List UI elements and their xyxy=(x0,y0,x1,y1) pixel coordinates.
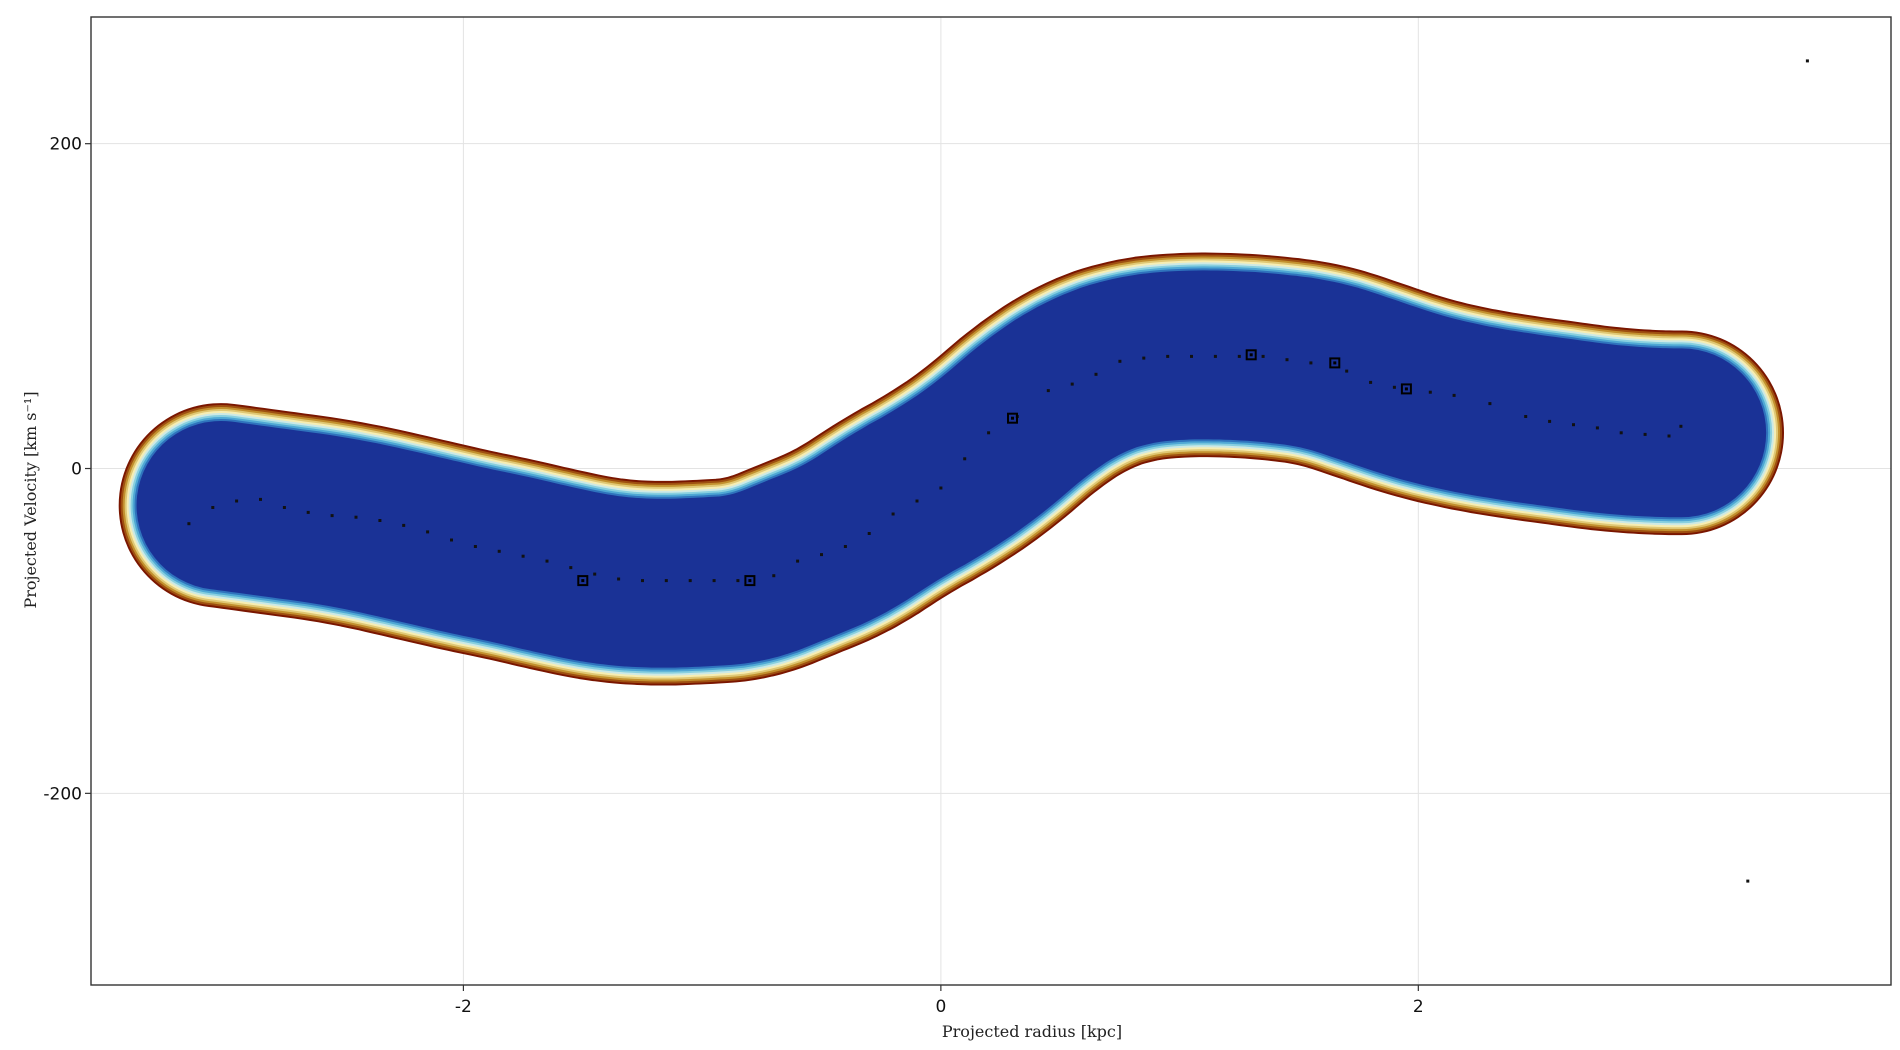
data-point xyxy=(330,514,334,518)
y-tick-label: 200 xyxy=(50,135,82,155)
highlighted-point xyxy=(1329,357,1341,369)
data-point xyxy=(1805,59,1809,63)
data-point xyxy=(796,559,800,563)
highlighted-point-core xyxy=(1404,387,1408,391)
highlighted-point-core xyxy=(748,579,752,583)
highlighted-point xyxy=(1400,383,1412,395)
data-point xyxy=(641,579,644,583)
data-point xyxy=(1309,361,1313,365)
y-tick-label: -200 xyxy=(43,784,82,804)
data-point xyxy=(1679,424,1683,428)
data-point xyxy=(867,532,871,535)
data-point xyxy=(939,486,943,490)
highlighted-point xyxy=(577,575,589,587)
data-point xyxy=(1643,432,1647,436)
data-point xyxy=(593,572,597,576)
data-point xyxy=(1094,372,1098,376)
contour-level-9 xyxy=(136,270,1767,668)
data-point xyxy=(664,579,668,583)
data-point xyxy=(820,553,823,557)
data-point xyxy=(963,457,967,461)
highlighted-point-core xyxy=(1333,361,1337,365)
data-point xyxy=(843,545,847,548)
highlighted-point-core xyxy=(1249,353,1253,357)
data-point xyxy=(521,554,525,558)
data-point xyxy=(378,519,382,522)
data-point xyxy=(891,512,895,516)
data-point xyxy=(688,579,692,583)
data-point xyxy=(1667,434,1671,438)
data-point xyxy=(259,497,262,501)
highlighted-point xyxy=(1245,349,1257,361)
data-point xyxy=(1392,385,1396,389)
data-point xyxy=(1118,359,1122,363)
data-point xyxy=(473,545,477,548)
data-point xyxy=(915,499,919,503)
data-point xyxy=(1166,354,1170,358)
data-point xyxy=(1572,423,1575,427)
data-point xyxy=(497,549,501,553)
data-point xyxy=(772,574,776,578)
data-point xyxy=(736,579,740,583)
data-point xyxy=(1237,354,1241,358)
data-point xyxy=(1285,358,1289,362)
data-point xyxy=(1524,415,1528,418)
data-point xyxy=(712,579,716,583)
data-point xyxy=(1213,354,1217,358)
highlighted-point xyxy=(1007,412,1018,424)
data-point xyxy=(1428,390,1432,394)
data-point xyxy=(306,510,310,514)
y-axis-label: Projected Velocity [km s⁻¹] xyxy=(21,391,40,608)
data-point xyxy=(569,566,573,570)
data-point xyxy=(1046,389,1050,393)
data-point xyxy=(1452,393,1456,397)
y-axis: -200 0 200 xyxy=(43,135,91,804)
data-point xyxy=(1548,419,1552,423)
rotation-curve-points xyxy=(187,59,1809,883)
data-point xyxy=(1369,380,1373,384)
x-tick-label: 0 xyxy=(935,997,946,1017)
data-point xyxy=(545,559,549,563)
x-axis-label: Projected radius [kpc] xyxy=(942,1022,1122,1041)
data-point xyxy=(426,530,430,534)
data-point xyxy=(354,515,358,519)
data-point xyxy=(282,506,286,509)
data-point xyxy=(1142,356,1146,360)
data-point xyxy=(187,522,191,526)
highlighted-point-core xyxy=(1011,416,1014,420)
data-point xyxy=(402,523,406,527)
y-tick-label: 0 xyxy=(71,460,82,480)
data-point xyxy=(1619,431,1623,435)
data-point xyxy=(1746,879,1750,883)
data-point xyxy=(1595,426,1599,430)
data-point xyxy=(1488,402,1492,406)
data-point xyxy=(1345,369,1349,373)
band-contours xyxy=(118,252,1784,686)
highlighted-point-core xyxy=(581,579,585,583)
data-point xyxy=(211,506,215,509)
highlighted-point xyxy=(744,575,756,587)
x-tick-label: -2 xyxy=(455,997,472,1017)
x-tick-label: 2 xyxy=(1413,997,1424,1017)
data-point xyxy=(1261,354,1265,358)
data-point xyxy=(1070,382,1074,386)
data-point xyxy=(235,499,239,503)
x-axis: -2 0 2 xyxy=(455,985,1424,1017)
data-point xyxy=(617,577,621,581)
data-point xyxy=(987,431,991,435)
data-point xyxy=(450,538,453,542)
data-point xyxy=(1190,354,1193,358)
plot-frame xyxy=(90,16,1892,986)
